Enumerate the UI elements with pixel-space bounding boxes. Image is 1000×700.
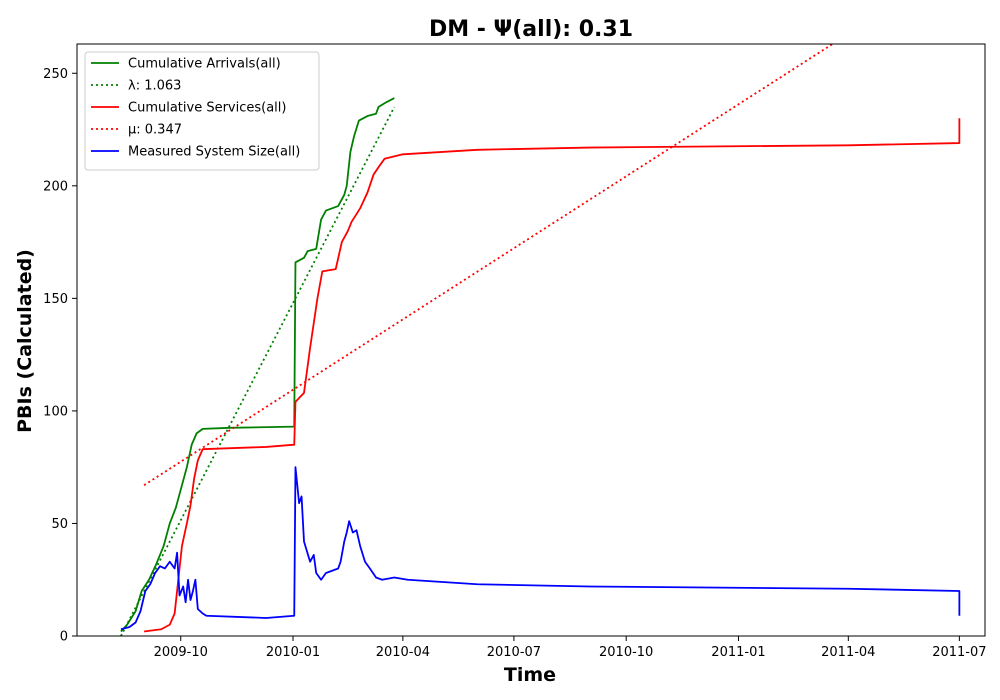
legend-label-cumulative-services-all: Cumulative Services(all) xyxy=(128,101,286,116)
plot-frame xyxy=(76,43,986,637)
x-axis-label: Time xyxy=(504,664,556,686)
y-axis-label: PBIs (Calculated) xyxy=(14,249,36,433)
legend-box xyxy=(84,51,320,171)
x-tick-label: 2009-10 xyxy=(154,645,208,660)
x-tick-label: 2011-01 xyxy=(711,645,765,660)
plot-area: 0 50 100 150 200 250 2009-10 2010-01 2010-04 2010… xyxy=(43,43,987,660)
y-tick-label: 200 xyxy=(43,179,68,194)
series-line-1-063 xyxy=(120,106,396,636)
legend-label-1-063: λ: 1.063 xyxy=(128,79,181,94)
legend-label-measured-system-size-all: Measured System Size(all) xyxy=(128,145,300,160)
y-tick-label: 250 xyxy=(43,67,68,82)
series-layer xyxy=(120,44,961,636)
series-line-cumulative-arrivals-all xyxy=(120,97,395,633)
x-tick-label: 2011-07 xyxy=(932,645,986,660)
series-line-measured-system-size-all xyxy=(120,466,961,631)
x-tick-label: 2011-04 xyxy=(821,645,875,660)
legend: Cumulative Arrivals(all) λ: 1.063 Cumulati… xyxy=(84,51,320,171)
series-line-cumulative-services-all xyxy=(144,118,961,633)
y-tick-label: 50 xyxy=(51,517,68,532)
x-tick-label: 2010-04 xyxy=(376,645,430,660)
y-tick-label: 0 xyxy=(60,630,68,645)
legend-label-0-347: μ: 0.347 xyxy=(128,123,182,138)
y-tick-label: 100 xyxy=(43,404,68,419)
legend-label-cumulative-arrivals-all: Cumulative Arrivals(all) xyxy=(128,57,281,72)
x-tick-label: 2010-01 xyxy=(266,645,320,660)
x-tick-label: 2010-07 xyxy=(487,645,541,660)
x-tick-label: 2010-10 xyxy=(599,645,653,660)
y-tick-label: 150 xyxy=(43,292,68,307)
chart-title: DM - Ψ(all): 0.31 xyxy=(429,17,633,42)
series-line-0-347 xyxy=(143,44,835,486)
